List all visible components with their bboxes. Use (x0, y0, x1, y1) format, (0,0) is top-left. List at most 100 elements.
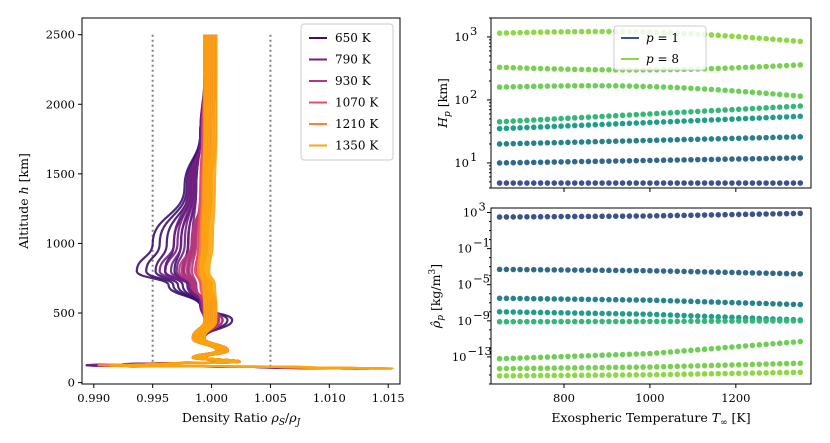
data-point (667, 84, 674, 91)
data-point (729, 269, 735, 276)
data-point (592, 310, 599, 317)
data-point (776, 155, 783, 162)
data-point (667, 363, 674, 370)
data-point (524, 354, 530, 361)
data-point (592, 213, 599, 220)
left-y-tick-label: 500 (53, 306, 75, 320)
data-point (606, 121, 612, 127)
data-point (647, 137, 653, 144)
data-point (694, 212, 701, 218)
data-point (503, 295, 510, 302)
data-point (619, 158, 626, 164)
data-point (578, 310, 585, 316)
data-point (578, 353, 585, 359)
series-points-p2 (496, 155, 804, 166)
data-point (524, 214, 530, 220)
data-point (790, 38, 797, 44)
data-point (660, 157, 667, 164)
data-point (770, 270, 776, 277)
data-point (585, 114, 592, 120)
data-point (530, 372, 537, 379)
data-point (517, 117, 523, 124)
data-point (756, 115, 763, 121)
data-point (530, 83, 537, 90)
data-point (708, 156, 715, 163)
left-x-tick-label: 1.005 (254, 391, 287, 405)
series-line-1350k (111, 34, 385, 370)
data-point (783, 180, 790, 186)
data-point (647, 267, 653, 274)
data-point (749, 180, 756, 186)
data-point (735, 269, 742, 276)
data-point (565, 365, 571, 371)
data-point (551, 318, 558, 325)
data-point (612, 310, 619, 317)
density-series-5 (496, 318, 804, 325)
data-point (633, 157, 640, 164)
data-point (571, 158, 578, 165)
data-point (770, 91, 776, 97)
data-point (742, 318, 749, 324)
data-point (749, 89, 756, 96)
data-point (599, 138, 605, 145)
data-point (742, 361, 749, 368)
data-point (496, 118, 503, 125)
data-point (647, 350, 653, 357)
data-point (544, 116, 551, 123)
data-point (558, 309, 564, 316)
data-point (517, 29, 523, 36)
data-point (544, 309, 551, 316)
data-point (537, 140, 544, 146)
data-point (524, 124, 530, 131)
data-point (763, 114, 769, 121)
data-point (742, 135, 749, 141)
data-point (544, 180, 551, 186)
data-point (674, 348, 681, 355)
data-point (503, 365, 510, 372)
data-point (763, 155, 769, 162)
data-point (530, 117, 537, 123)
data-point (537, 124, 544, 130)
left-y-tick-label: 2000 (46, 97, 75, 111)
data-point (729, 318, 735, 324)
data-point (612, 296, 619, 303)
data-point (776, 369, 783, 376)
data-point (694, 346, 701, 353)
data-point (503, 84, 510, 90)
data-point (571, 66, 578, 73)
data-point (776, 63, 783, 69)
data-point (688, 268, 694, 275)
data-point (688, 180, 694, 186)
bottom-right-x-tick-label: 1000 (635, 391, 664, 405)
data-point (496, 30, 503, 36)
data-point (763, 270, 769, 276)
data-point (592, 28, 599, 35)
bottom-right-y-axis-label: ρ̂p [kg/m3] (428, 264, 446, 329)
data-point (585, 372, 592, 379)
data-point (756, 155, 763, 162)
data-point (503, 318, 510, 325)
data-point (585, 122, 592, 128)
data-point (496, 64, 503, 71)
data-point (571, 365, 578, 371)
data-point (640, 213, 646, 219)
data-point (694, 363, 701, 369)
data-point (503, 214, 510, 220)
data-point (770, 114, 776, 121)
data-point (688, 108, 694, 115)
data-point (619, 372, 626, 378)
data-point (606, 180, 612, 186)
data-point (571, 28, 578, 35)
data-point (694, 268, 701, 275)
data-point (626, 180, 633, 186)
data-point (626, 120, 633, 127)
data-point (558, 318, 564, 325)
data-point (647, 180, 653, 186)
density-series-6 (496, 338, 804, 362)
data-point (633, 351, 640, 357)
data-point (674, 180, 681, 186)
data-point (790, 318, 797, 324)
data-point (640, 372, 646, 378)
data-point (742, 88, 749, 95)
bottom-right-y-tick-label: 10 (457, 242, 472, 256)
